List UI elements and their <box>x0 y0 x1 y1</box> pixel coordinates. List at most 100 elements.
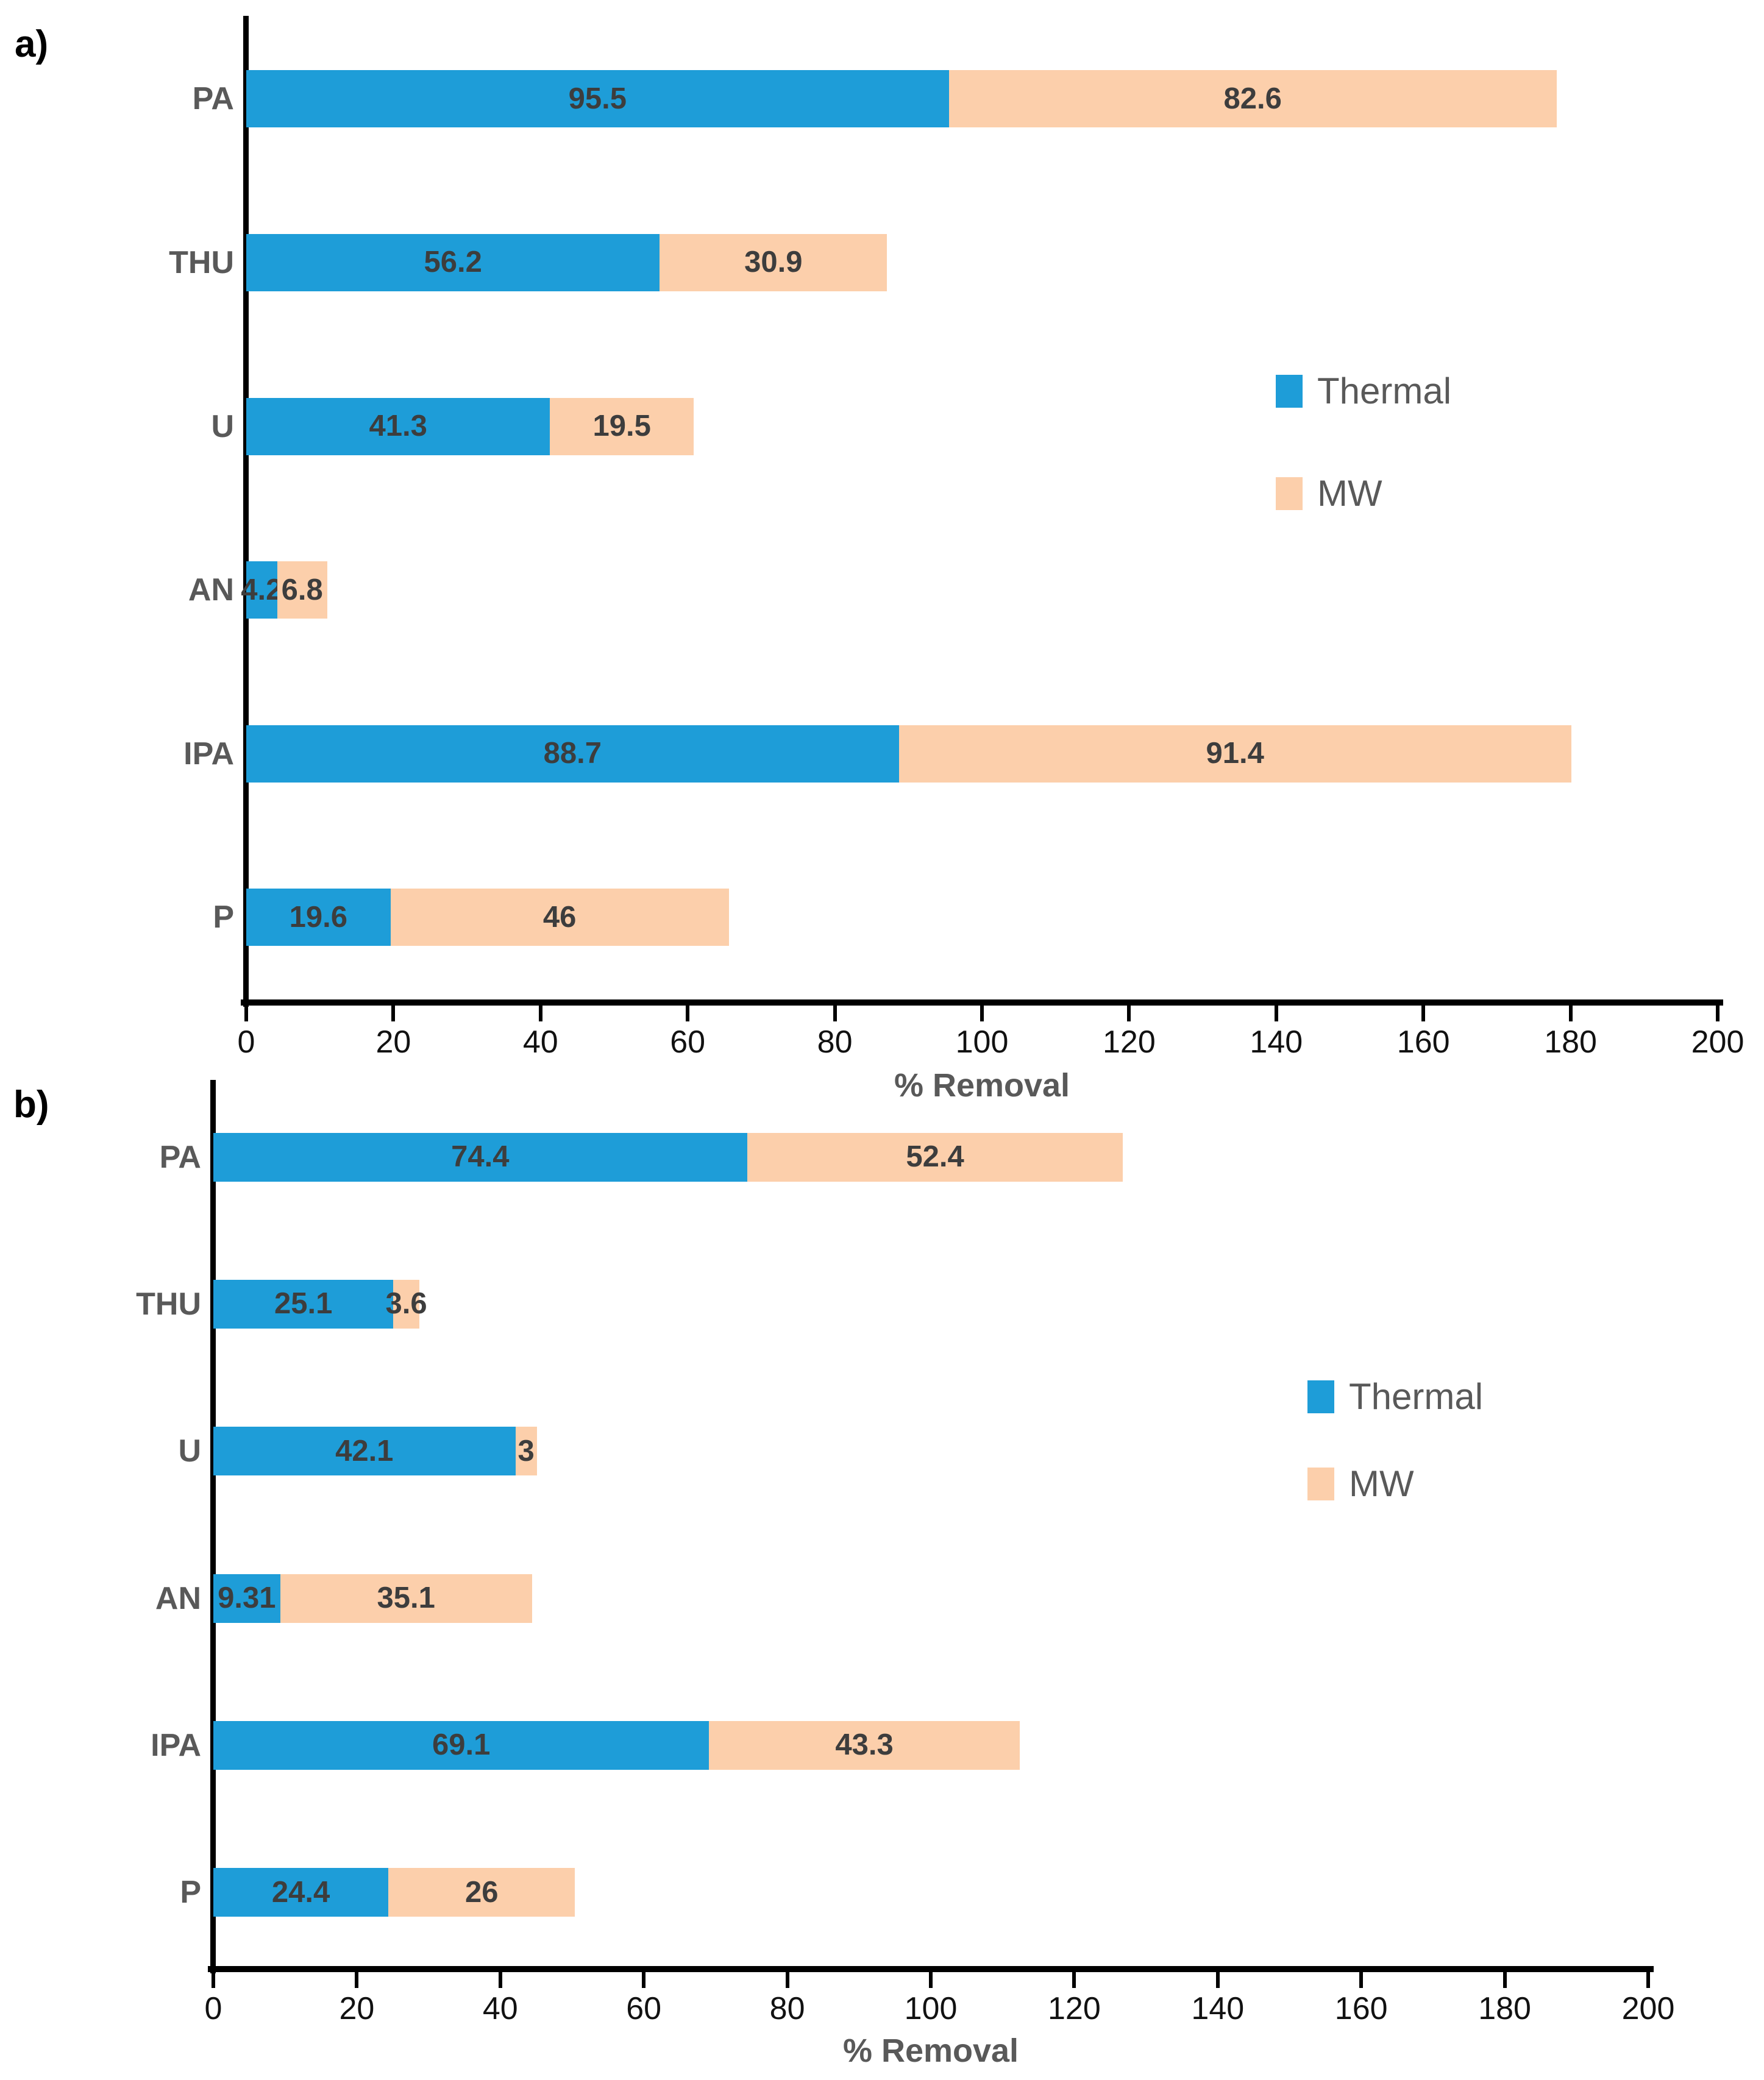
bar-segment-mw-P: 46 <box>390 889 729 946</box>
bar-value-label: 19.6 <box>289 900 347 934</box>
x-axis-tick-label: 140 <box>1250 1024 1303 1060</box>
category-label-P: P <box>213 900 234 935</box>
legend-label-mw: MW <box>1349 1463 1414 1504</box>
x-axis-tick <box>642 1966 646 1988</box>
x-axis-tick <box>1646 1966 1650 1988</box>
legend-swatch-thermal <box>1307 1380 1334 1413</box>
bar-value-label: 43.3 <box>835 1728 894 1762</box>
x-axis-tick <box>1421 999 1426 1021</box>
bar-value-label: 95.5 <box>568 82 627 115</box>
x-axis-tick-label: 60 <box>670 1024 706 1060</box>
bar-value-label: 3 <box>517 1434 535 1468</box>
x-axis-tick-label: 160 <box>1396 1024 1450 1060</box>
bar-segment-mw-IPA: 43.3 <box>709 1720 1020 1770</box>
bar-segment-thermal-P: 19.6 <box>246 889 391 946</box>
x-axis-tick-label: 120 <box>1048 1991 1101 2026</box>
legend-swatch-mw <box>1307 1468 1334 1500</box>
bar-segment-mw-THU: 3.6 <box>386 1279 427 1329</box>
category-label-P: P <box>180 1875 201 1911</box>
bar-value-label: 19.5 <box>592 410 651 442</box>
x-axis-tick-label: 40 <box>522 1024 558 1060</box>
x-axis-tick <box>1127 999 1131 1021</box>
bar-value-label: 46 <box>542 900 577 934</box>
x-axis-tick <box>1568 999 1573 1021</box>
legend-label-thermal: Thermal <box>1349 1376 1484 1417</box>
category-label-U: U <box>211 408 234 444</box>
bar-value-label: 69.1 <box>432 1728 491 1762</box>
x-axis-tick <box>212 1966 215 1988</box>
bar-value-label: 41.3 <box>369 410 427 442</box>
bar-value-label: 9.31 <box>218 1581 276 1615</box>
bar-value-label: 42.1 <box>335 1434 394 1468</box>
y-axis-line-b <box>210 1080 216 1973</box>
bar-segment-mw-THU: 30.9 <box>660 233 887 291</box>
x-axis-tick-label: 200 <box>1621 1991 1675 2026</box>
bar-segment-mw-AN: 6.8 <box>277 561 327 619</box>
x-axis-tick-label: 120 <box>1103 1024 1156 1060</box>
x-axis-tick <box>498 1966 502 1988</box>
bar-segment-thermal-AN: 9.31 <box>213 1574 280 1623</box>
legend-swatch-thermal <box>1276 375 1303 408</box>
bar-value-label: 91.4 <box>1206 737 1264 770</box>
x-axis-tick-label: 100 <box>955 1024 1009 1060</box>
x-axis-tick <box>1072 1966 1076 1988</box>
x-axis-tick-label: 80 <box>817 1024 853 1060</box>
x-axis-tick <box>244 999 248 1021</box>
x-axis-tick-label: 180 <box>1478 1991 1531 2026</box>
x-axis-tick <box>980 999 984 1021</box>
bar-value-label: 82.6 <box>1223 82 1282 115</box>
x-axis-tick-label: 40 <box>482 1991 518 2026</box>
bar-segment-mw-IPA: 91.4 <box>898 725 1571 783</box>
x-axis-title-b: % Removal <box>842 2032 1019 2069</box>
legend-item-mw: MW <box>1307 1466 1414 1502</box>
legend-swatch-mw <box>1276 477 1303 510</box>
bar-segment-thermal-AN: 4.2 <box>241 561 282 619</box>
x-axis-tick-label: 0 <box>237 1024 255 1060</box>
x-axis-title-a: % Removal <box>894 1067 1070 1104</box>
bar-value-label: 74.4 <box>451 1140 510 1174</box>
bar-segment-mw-U: 19.5 <box>550 397 694 455</box>
legend-item-thermal: Thermal <box>1307 1379 1483 1415</box>
x-axis-tick-label: 140 <box>1191 1991 1245 2026</box>
legend-item-thermal: Thermal <box>1276 373 1451 410</box>
bar-value-label: 4.2 <box>241 573 283 606</box>
x-axis-tick-label: 80 <box>769 1991 805 2026</box>
bar-segment-mw-U: 3 <box>515 1427 537 1476</box>
x-axis-tick-label: 60 <box>626 1991 662 2026</box>
x-axis-tick <box>538 999 542 1021</box>
bar-segment-thermal-THU: 25.1 <box>213 1279 394 1329</box>
bar-value-label: 24.4 <box>271 1875 330 1909</box>
bar-segment-mw-PA: 82.6 <box>948 70 1557 128</box>
x-axis-tick <box>833 999 837 1021</box>
category-label-IPA: IPA <box>151 1727 201 1763</box>
x-axis-tick <box>391 999 396 1021</box>
category-label-PA: PA <box>159 1139 201 1175</box>
bar-value-label: 56.2 <box>424 246 482 279</box>
x-axis-tick <box>1716 999 1720 1021</box>
category-label-AN: AN <box>188 572 234 608</box>
x-axis-tick-label: 160 <box>1334 1991 1388 2026</box>
bar-value-label: 35.1 <box>377 1581 435 1615</box>
bar-segment-thermal-IPA: 88.7 <box>246 725 899 783</box>
x-axis-tick <box>1215 1966 1220 1988</box>
x-axis-tick-label: 20 <box>339 1991 375 2026</box>
x-axis-tick <box>355 1966 359 1988</box>
bar-value-label: 3.6 <box>385 1287 427 1321</box>
category-label-IPA: IPA <box>183 736 234 772</box>
panel-b-label: b) <box>13 1084 49 1126</box>
panel-a-label: a) <box>15 23 49 65</box>
legend-label-thermal: Thermal <box>1317 371 1452 411</box>
x-axis-tick <box>929 1966 933 1988</box>
bar-value-label: 6.8 <box>281 573 323 606</box>
x-axis-tick-label: 0 <box>204 1991 222 2026</box>
bar-segment-thermal-P: 24.4 <box>213 1868 389 1917</box>
y-axis-line-a <box>243 16 249 1007</box>
x-axis-tick <box>785 1966 789 1988</box>
bar-segment-mw-PA: 52.4 <box>747 1132 1123 1182</box>
x-axis-tick-label: 20 <box>375 1024 411 1060</box>
category-label-PA: PA <box>192 81 234 117</box>
x-axis-tick <box>686 999 690 1021</box>
x-axis-tick-label: 200 <box>1691 1024 1744 1060</box>
bar-value-label: 30.9 <box>744 246 803 279</box>
